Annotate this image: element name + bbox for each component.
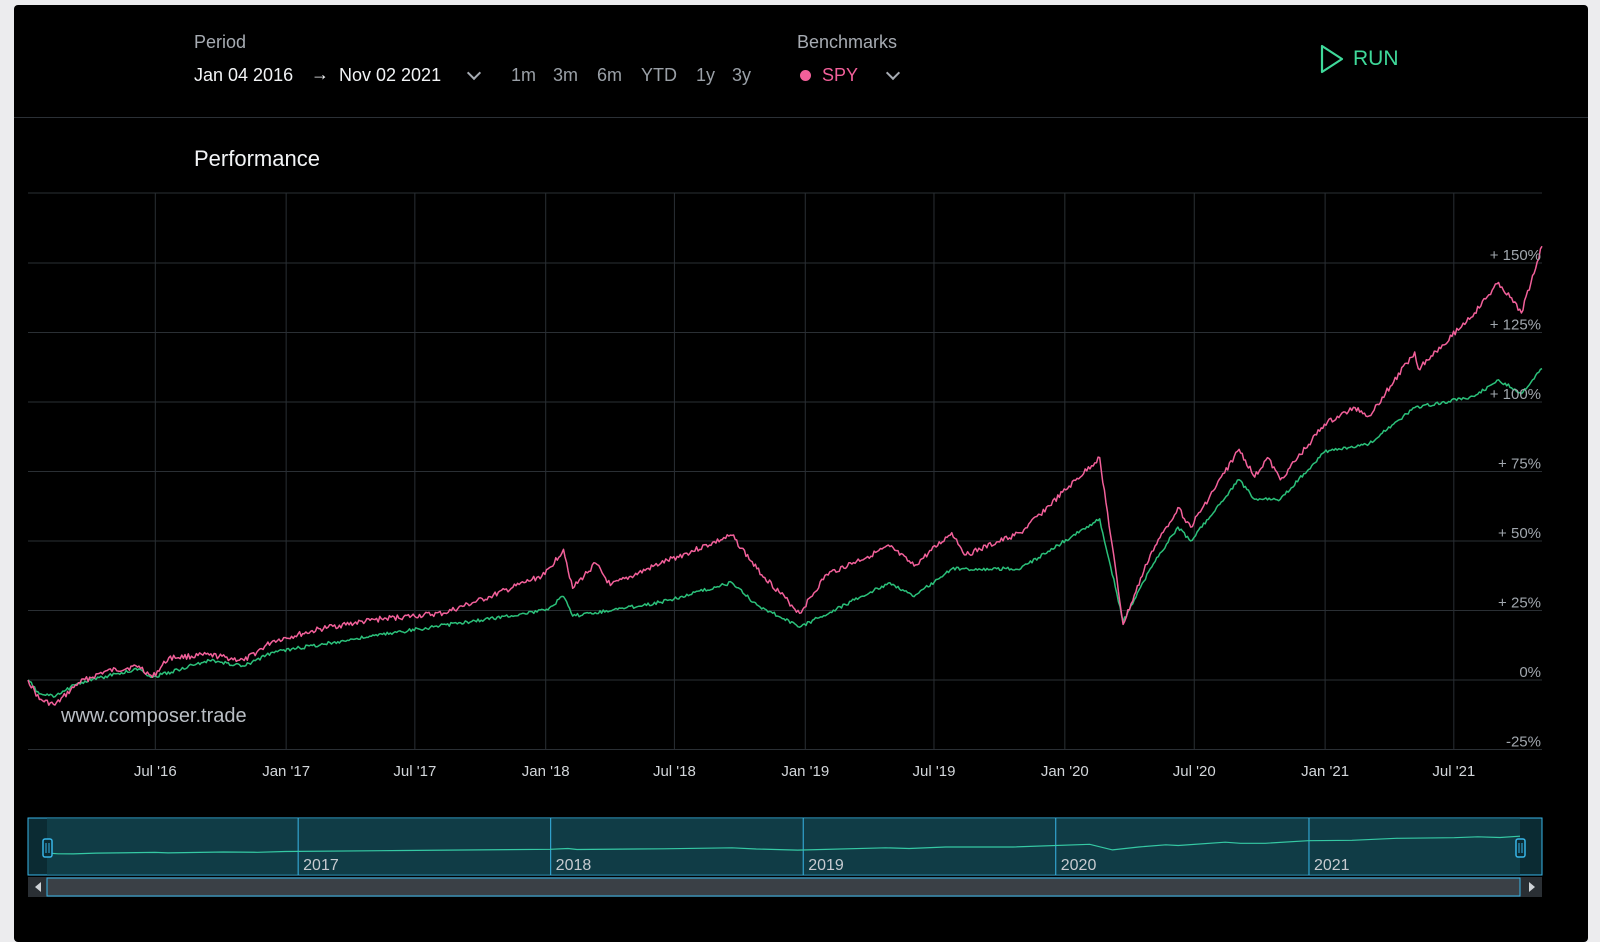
x-tick-label: Jan '21 xyxy=(1301,763,1349,780)
chart-title: Performance xyxy=(194,146,320,171)
preset-1y[interactable]: 1y xyxy=(696,65,716,85)
scroll-right-arrow-icon[interactable] xyxy=(1529,882,1535,892)
watermark: www.composer.trade xyxy=(60,705,247,727)
arrow-right-icon: → xyxy=(311,64,329,84)
series-line-spy xyxy=(27,245,1543,706)
navigator-tick-label: 2021 xyxy=(1314,857,1350,874)
navigator-tick-label: 2020 xyxy=(1061,857,1097,874)
navigator-tick-label: 2017 xyxy=(303,857,339,874)
app-window: Period Jan 04 2016 → Nov 02 2021 1m 3m 6… xyxy=(14,5,1588,942)
x-tick-label: Jan '19 xyxy=(781,763,829,780)
x-tick-label: Jul '17 xyxy=(393,763,436,780)
y-tick-label: + 50% xyxy=(1498,525,1541,542)
benchmarks-label: Benchmarks xyxy=(797,32,898,52)
preset-3m[interactable]: 3m xyxy=(553,65,579,85)
y-tick-label: + 75% xyxy=(1498,456,1541,473)
scrollbar-thumb[interactable] xyxy=(46,877,1521,897)
preset-ytd[interactable]: YTD xyxy=(641,65,677,85)
navigator-selection[interactable] xyxy=(47,818,1520,875)
x-tick-label: Jan '17 xyxy=(262,763,310,780)
x-tick-label: Jul '21 xyxy=(1432,763,1475,780)
run-label: RUN xyxy=(1353,47,1399,70)
play-icon xyxy=(1320,44,1344,74)
toolbar: Period Jan 04 2016 → Nov 02 2021 1m 3m 6… xyxy=(14,5,1588,118)
series-line-strategy xyxy=(27,367,1543,698)
y-tick-label: + 100% xyxy=(1490,386,1541,403)
navigator-series-line xyxy=(46,835,1521,855)
y-tick-label: -25% xyxy=(1506,734,1541,751)
preset-3y[interactable]: 3y xyxy=(732,65,752,85)
start-date[interactable]: Jan 04 2016 xyxy=(194,65,294,85)
navigator-tick-label: 2019 xyxy=(808,857,844,874)
navigator-tick-label: 2018 xyxy=(556,857,592,874)
benchmark-color-dot xyxy=(800,70,811,81)
benchmark-spy[interactable]: SPY xyxy=(822,65,859,85)
x-tick-label: Jan '18 xyxy=(522,763,570,780)
y-tick-label: 0% xyxy=(1519,664,1541,681)
y-tick-label: + 125% xyxy=(1490,317,1541,334)
run-button[interactable]: RUN xyxy=(1319,39,1399,79)
y-tick-label: + 150% xyxy=(1490,247,1541,264)
period-label: Period xyxy=(194,32,247,52)
x-tick-label: Jul '16 xyxy=(134,763,177,780)
y-tick-label: + 25% xyxy=(1498,595,1541,612)
performance-chart[interactable]: www.composer.trade -25% 0% + 25% + 50% + 75%… xyxy=(14,5,1588,942)
navigator-left-handle[interactable] xyxy=(42,838,53,858)
navigator-right-handle[interactable] xyxy=(1515,838,1526,858)
x-tick-label: Jul '18 xyxy=(653,763,696,780)
end-date[interactable]: Nov 02 2021 xyxy=(339,65,442,85)
scroll-left-arrow-icon[interactable] xyxy=(35,882,41,892)
preset-1m[interactable]: 1m xyxy=(511,65,537,85)
x-tick-label: Jan '20 xyxy=(1041,763,1089,780)
preset-6m[interactable]: 6m xyxy=(597,65,623,85)
x-tick-label: Jul '19 xyxy=(913,763,956,780)
x-tick-label: Jul '20 xyxy=(1173,763,1216,780)
